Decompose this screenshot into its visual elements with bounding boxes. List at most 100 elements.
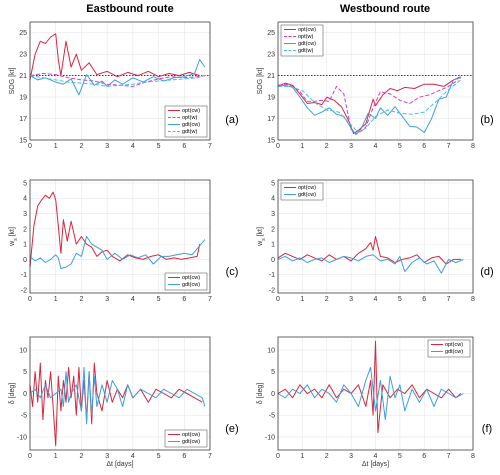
legend-box xyxy=(164,105,208,138)
y-axis-label: SOG [kt] xyxy=(9,68,16,95)
y-tick-label: -2 xyxy=(269,287,275,294)
series-line-gdt-cw xyxy=(277,77,461,136)
x-tick-label: 6 xyxy=(182,296,186,303)
legend-entry: opt(cw) xyxy=(182,432,200,438)
x-tick-label: 6 xyxy=(182,453,186,460)
x-tick-label: 6 xyxy=(422,296,426,303)
y-tick-label: 5 xyxy=(23,180,27,187)
x-tick-label: 2 xyxy=(79,296,83,303)
y-tick-label: 5 xyxy=(271,369,275,376)
y-tick-label: 19 xyxy=(267,94,275,101)
y-tick-label: 17 xyxy=(19,116,27,123)
panel-label: (f) xyxy=(482,423,492,435)
y-tick-label: 1 xyxy=(271,242,275,249)
y-tick-label: 0 xyxy=(271,257,275,264)
x-tick-label: 8 xyxy=(471,453,475,460)
y-tick-label: -1 xyxy=(21,272,27,279)
legend-entry: opt(cw) xyxy=(298,27,316,33)
x-tick-label: 4 xyxy=(374,453,378,460)
y-tick-label: 4 xyxy=(271,196,275,203)
series-line-opt-w xyxy=(277,79,459,135)
legend-entry: opt(cw) xyxy=(182,108,200,114)
y-axis-label: SOG [kt] xyxy=(257,68,264,95)
y-tick-label: -5 xyxy=(269,413,275,420)
legend-box xyxy=(280,24,324,57)
series-line-gdt-cw xyxy=(29,236,206,270)
y-tick-label: 0 xyxy=(23,257,27,264)
x-tick-label: 7 xyxy=(208,453,212,460)
y-tick-label: 19 xyxy=(19,94,27,101)
y-tick-label: 15 xyxy=(267,137,275,144)
x-tick-label: 0 xyxy=(28,453,32,460)
legend: opt(cw)gdt(cw) xyxy=(164,272,208,291)
series-line-opt-cw xyxy=(277,340,462,434)
axes-frame xyxy=(277,21,474,141)
chart-panel: 0 1 2 3 4 5 6 7 -2 -1 0 1 2 3 4 5 ws [kt] (c) opt(cw)gdt(c… xyxy=(9,179,238,303)
x-tick-label: 5 xyxy=(157,453,161,460)
legend-entry: gdt(w) xyxy=(298,48,313,54)
legend-entry: gdt(cw) xyxy=(298,41,316,47)
y-tick-label: 25 xyxy=(267,30,275,37)
x-tick-label: 4 xyxy=(374,296,378,303)
x-tick-label: 0 xyxy=(276,143,280,150)
y-tick-label: 23 xyxy=(19,52,27,59)
legend-entry: gdt(w) xyxy=(182,129,197,135)
y-tick-label: 21 xyxy=(19,73,27,80)
x-tick-label: 4 xyxy=(131,296,135,303)
y-tick-label: 23 xyxy=(267,52,275,59)
axes-frame xyxy=(29,21,211,141)
y-tick-label: 1 xyxy=(23,242,27,249)
x-tick-label: 1 xyxy=(300,453,304,460)
x-tick-label: 0 xyxy=(276,453,280,460)
legend-entry: opt(w) xyxy=(182,115,197,121)
y-axis-label: ws [kt] xyxy=(257,227,267,247)
x-tick-label: 8 xyxy=(471,296,475,303)
x-tick-label: 0 xyxy=(28,143,32,150)
x-tick-label: 1 xyxy=(300,296,304,303)
x-tick-label: 5 xyxy=(398,143,402,150)
legend-entry: opt(cw) xyxy=(298,185,316,191)
axes-frame xyxy=(29,179,211,294)
x-tick-label: 1 xyxy=(54,453,58,460)
legend: opt(cw)opt(w)gdt(cw)gdt(w) xyxy=(280,24,324,57)
legend-entry: opt(cw) xyxy=(445,342,463,348)
y-tick-label: -10 xyxy=(265,434,275,441)
chart-panel: 0 1 2 3 4 5 6 7 8 -2 -1 0 1 2 3 4 5 ws [kt] (d) opt(cw)gdt(… xyxy=(257,179,494,303)
legend: opt(cw)gdt(cw) xyxy=(164,429,208,448)
x-axis-label: Δt [days] xyxy=(106,461,133,468)
series-line-gdt-cw xyxy=(29,366,206,425)
y-tick-label: 5 xyxy=(23,369,27,376)
y-tick-label: -2 xyxy=(21,287,27,294)
y-tick-label: 25 xyxy=(19,30,27,37)
axes-frame xyxy=(277,179,474,294)
legend-entry: gdt(cw) xyxy=(298,192,316,198)
y-tick-label: 10 xyxy=(267,347,275,354)
y-tick-label: 0 xyxy=(271,391,275,398)
x-tick-label: 3 xyxy=(105,296,109,303)
x-tick-label: 1 xyxy=(300,143,304,150)
x-tick-label: 3 xyxy=(105,453,109,460)
y-axis-label: δ [deg] xyxy=(9,383,16,404)
y-tick-label: -10 xyxy=(17,434,27,441)
panel-label: (d) xyxy=(480,266,493,278)
y-tick-label: 15 xyxy=(19,137,27,144)
x-tick-label: 6 xyxy=(182,143,186,150)
y-tick-label: 2 xyxy=(271,226,275,233)
legend-entry: opt(w) xyxy=(298,34,313,40)
axes-frame xyxy=(29,336,211,451)
legend: opt(cw)opt(w)gdt(cw)gdt(w) xyxy=(164,105,208,138)
series-line-gdt-w xyxy=(278,79,462,133)
chart-panel: 0 1 2 3 4 5 6 7 -10 -5 0 5 10 δ [deg] Δt [days] (e) opt(… xyxy=(9,336,239,468)
panel-label: (e) xyxy=(225,423,238,435)
x-axis-label: Δt [days] xyxy=(362,461,389,468)
column-title-eastbound: Eastbound route xyxy=(86,3,173,15)
legend-entry: gdt(cw) xyxy=(182,282,200,288)
x-tick-label: 7 xyxy=(447,296,451,303)
x-tick-label: 4 xyxy=(374,143,378,150)
legend-entry: gdt(cw) xyxy=(445,349,463,355)
series-line-opt-cw xyxy=(29,33,200,80)
column-title-westbound: Westbound route xyxy=(340,3,430,15)
